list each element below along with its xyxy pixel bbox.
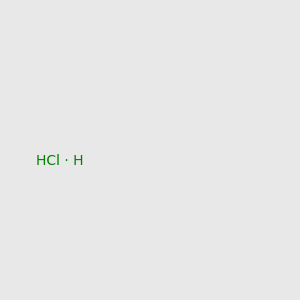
Text: HCl · H: HCl · H xyxy=(36,154,83,168)
